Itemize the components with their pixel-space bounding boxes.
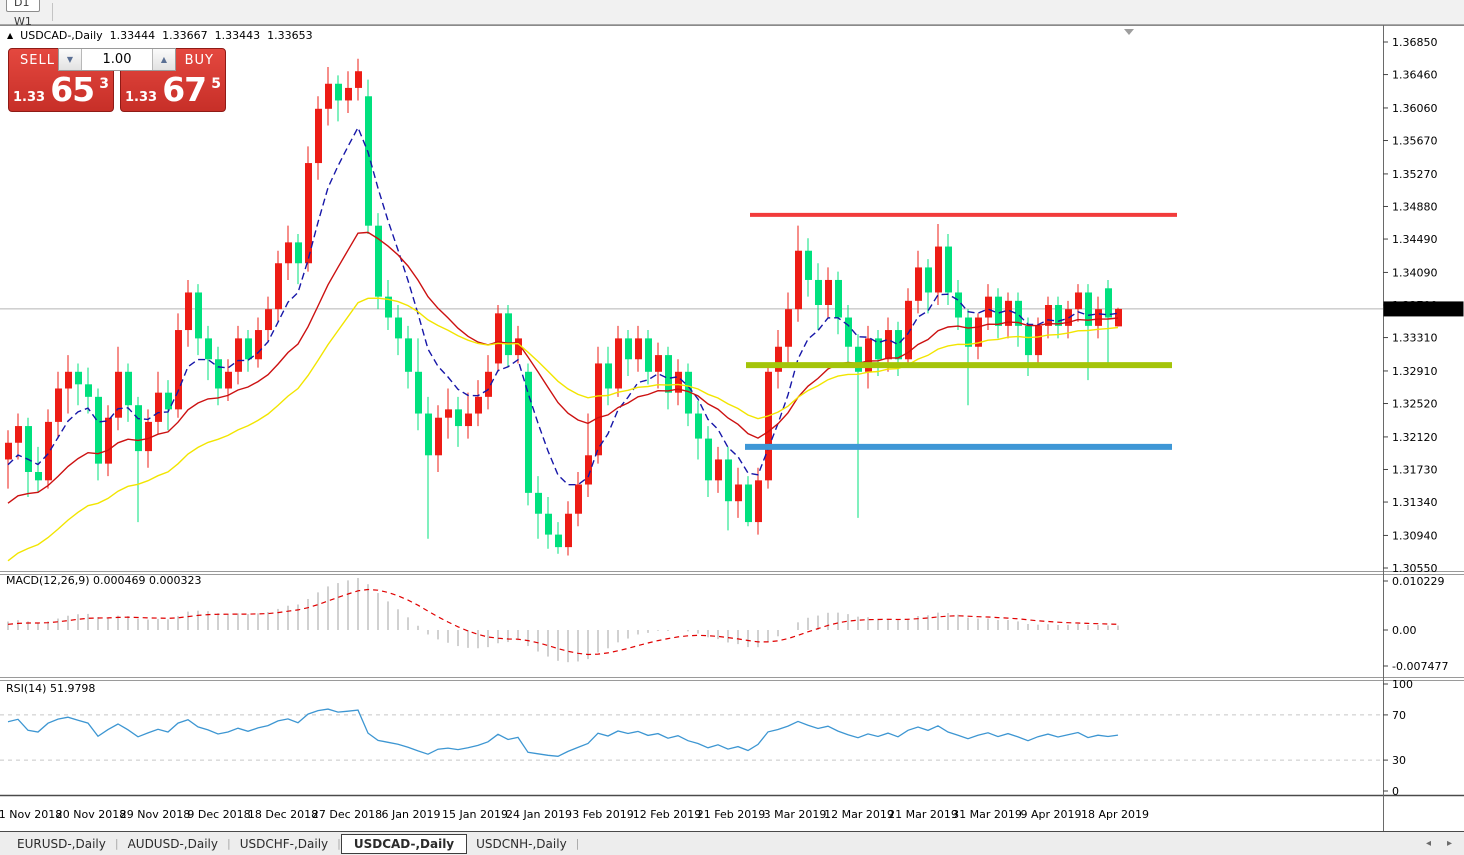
volume-input[interactable] bbox=[82, 49, 152, 70]
current-price-tag: 1.33653 bbox=[1389, 303, 1435, 316]
date-label: 9 Apr 2019 bbox=[1020, 808, 1081, 821]
date-label: 24 Jan 2019 bbox=[506, 808, 572, 821]
date-label: 20 Nov 2018 bbox=[56, 808, 126, 821]
sell-price: 1.33 65 3 bbox=[9, 70, 113, 109]
up-arrow-icon: ▲ bbox=[160, 55, 168, 64]
price-tick: 1.30550 bbox=[1392, 562, 1438, 575]
timeframe-toolbar: H4D1W1MN bbox=[0, 0, 1464, 47]
toolbar-separator bbox=[51, 3, 53, 21]
sell-button-label: SELL bbox=[20, 53, 55, 68]
price-tick: 1.31340 bbox=[1392, 496, 1438, 509]
macd-indicator-label: MACD(12,26,9) 0.000469 0.000323 bbox=[6, 574, 202, 587]
volume-increase-button[interactable]: ▲ bbox=[152, 49, 175, 70]
date-label: 9 Dec 2018 bbox=[187, 808, 250, 821]
date-label: 12 Mar 2019 bbox=[824, 808, 894, 821]
date-label: 29 Nov 2018 bbox=[120, 808, 190, 821]
scroll-right-icon[interactable]: ▸ bbox=[1446, 838, 1452, 849]
price-tick: 1.33310 bbox=[1392, 332, 1438, 345]
price-tick: 1.34490 bbox=[1392, 233, 1438, 246]
date-label: 15 Jan 2019 bbox=[442, 808, 508, 821]
buy-button-label: BUY bbox=[184, 53, 214, 68]
rsi-axis-tick: 0 bbox=[1392, 785, 1399, 798]
scroll-left-icon[interactable]: ◂ bbox=[1425, 838, 1431, 849]
date-label: 31 Mar 2019 bbox=[952, 808, 1022, 821]
date-label: 21 Feb 2019 bbox=[697, 808, 765, 821]
tab-eurusddaily[interactable]: EURUSD-,Daily bbox=[17, 836, 106, 851]
date-label: 3 Feb 2019 bbox=[572, 808, 633, 821]
rsi-axis-tick: 100 bbox=[1392, 678, 1413, 691]
tab-usdcaddaily[interactable]: USDCAD-,Daily bbox=[340, 833, 468, 854]
price-tick: 1.32520 bbox=[1392, 398, 1438, 411]
date-label: 21 Mar 2019 bbox=[888, 808, 958, 821]
buy-price-big: 67 bbox=[162, 70, 207, 109]
rsi-indicator-label: RSI(14) 51.9798 bbox=[6, 682, 96, 695]
price-tick: 1.34880 bbox=[1392, 200, 1438, 213]
one-click-trading-panel: SELL 1.33 65 3 BUY 1.33 67 5 ▼ ▲ bbox=[8, 48, 226, 112]
price-tick: 1.34090 bbox=[1392, 266, 1438, 279]
timeframe-button-w1[interactable]: W1 bbox=[14, 15, 32, 28]
macd-axis-tick: -0.007477 bbox=[1392, 660, 1448, 673]
rsi-axis-tick: 70 bbox=[1392, 709, 1406, 722]
tab-audusddaily[interactable]: AUDUSD-,Daily bbox=[127, 836, 218, 851]
date-label: 11 Nov 2018 bbox=[0, 808, 62, 821]
price-tick: 1.32910 bbox=[1392, 365, 1438, 378]
rsi-axis-tick: 30 bbox=[1392, 754, 1406, 767]
date-label: 6 Jan 2019 bbox=[382, 808, 441, 821]
chart-symbol-period: USDCAD-,Daily bbox=[20, 29, 103, 42]
ohlc-low: 1.33443 bbox=[214, 29, 261, 42]
date-label: 3 Mar 2019 bbox=[764, 808, 827, 821]
price-tick: 1.36460 bbox=[1392, 69, 1438, 82]
chart-tabs-bar: EURUSD-,Daily | AUDUSD-,Daily | USDCHF-,Dail… bbox=[0, 831, 1464, 855]
price-tick: 1.32120 bbox=[1392, 431, 1438, 444]
price-tick: 1.31730 bbox=[1392, 463, 1438, 476]
collapse-triangle-icon[interactable]: ▲ bbox=[7, 31, 14, 40]
price-tick: 1.35270 bbox=[1392, 168, 1438, 181]
tab-separator: | bbox=[114, 837, 119, 850]
price-tick: 1.30940 bbox=[1392, 529, 1438, 542]
tab-usdcnhdaily[interactable]: USDCNH-,Daily bbox=[476, 836, 567, 851]
volume-decrease-button[interactable]: ▼ bbox=[59, 49, 82, 70]
chart-window: 1.36850 1.36460 1.36060 1.35670 1.35270 1.348… bbox=[0, 25, 1464, 831]
volume-control: ▼ ▲ bbox=[58, 48, 176, 71]
ohlc-close: 1.33653 bbox=[267, 29, 313, 42]
sell-price-pip: 3 bbox=[99, 76, 109, 92]
buy-price-pip: 5 bbox=[211, 76, 221, 92]
chart-title: ▲ USDCAD-,Daily 1.33444 1.33667 1.33443 … bbox=[7, 29, 313, 42]
macd-axis-tick: 0.010229 bbox=[1392, 575, 1445, 588]
buy-price: 1.33 67 5 bbox=[121, 70, 225, 109]
chart-canvas[interactable]: 1.36850 1.36460 1.36060 1.35670 1.35270 1.348… bbox=[0, 25, 1464, 831]
macd-axis-tick: 0.00 bbox=[1392, 624, 1417, 637]
tab-scroll-buttons: ◂ ▸ bbox=[1426, 838, 1452, 849]
price-tick: 1.36850 bbox=[1392, 36, 1438, 49]
sell-price-base: 1.33 bbox=[13, 90, 46, 105]
chart-tabs: EURUSD-,Daily | AUDUSD-,Daily | USDCHF-,Dail… bbox=[8, 833, 580, 854]
sell-price-big: 65 bbox=[50, 70, 95, 109]
date-label: 12 Feb 2019 bbox=[633, 808, 701, 821]
down-arrow-icon: ▼ bbox=[66, 55, 74, 64]
date-label: 27 Dec 2018 bbox=[312, 808, 382, 821]
tab-usdchfdaily[interactable]: USDCHF-,Daily bbox=[239, 836, 329, 851]
price-tick: 1.36060 bbox=[1392, 102, 1438, 115]
tab-separator: | bbox=[575, 837, 580, 850]
price-tick: 1.35670 bbox=[1392, 135, 1438, 148]
date-label: 18 Apr 2019 bbox=[1081, 808, 1149, 821]
tab-separator: | bbox=[337, 837, 341, 850]
date-label: 18 Dec 2018 bbox=[248, 808, 318, 821]
tab-separator: | bbox=[226, 837, 231, 850]
ohlc-open: 1.33444 bbox=[109, 29, 156, 42]
timeframe-button-d1[interactable]: D1 bbox=[6, 0, 40, 12]
ohlc-high: 1.33667 bbox=[162, 29, 208, 42]
buy-price-base: 1.33 bbox=[125, 90, 158, 105]
